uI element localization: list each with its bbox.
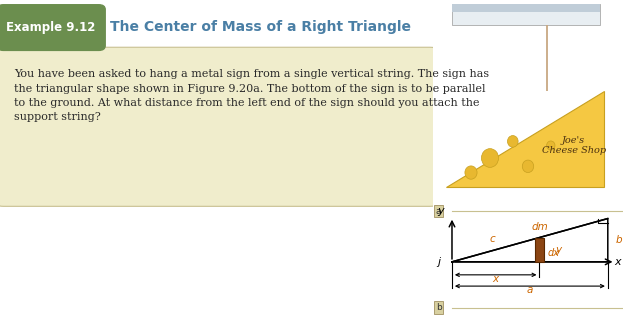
Text: y: y [556,245,562,255]
Text: x: x [493,274,499,284]
Text: a: a [526,285,533,295]
Bar [452,4,600,25]
Text: y: y [437,206,444,216]
Bar [535,238,544,262]
Text: dx: dx [548,248,560,258]
FancyBboxPatch shape [0,5,105,50]
Text: x: x [614,257,621,267]
Circle shape [465,166,477,179]
Text: b: b [436,303,442,312]
Bar [452,4,600,13]
Circle shape [546,141,555,150]
Text: a: a [436,207,441,215]
Text: b: b [616,235,622,245]
Circle shape [522,160,534,173]
FancyBboxPatch shape [0,47,441,206]
Text: dm: dm [531,222,548,232]
Text: Joe's
Cheese Shop: Joe's Cheese Shop [541,136,606,155]
Text: c: c [490,234,496,244]
Text: The Center of Mass of a Right Triangle: The Center of Mass of a Right Triangle [110,20,411,34]
Text: Example 9.12: Example 9.12 [6,21,96,34]
Circle shape [482,149,498,167]
Text: j: j [437,257,440,267]
Circle shape [508,135,518,147]
Polygon shape [446,91,604,187]
Text: You have been asked to hang a metal sign from a single vertical string. The sign: You have been asked to hang a metal sign… [14,69,489,123]
